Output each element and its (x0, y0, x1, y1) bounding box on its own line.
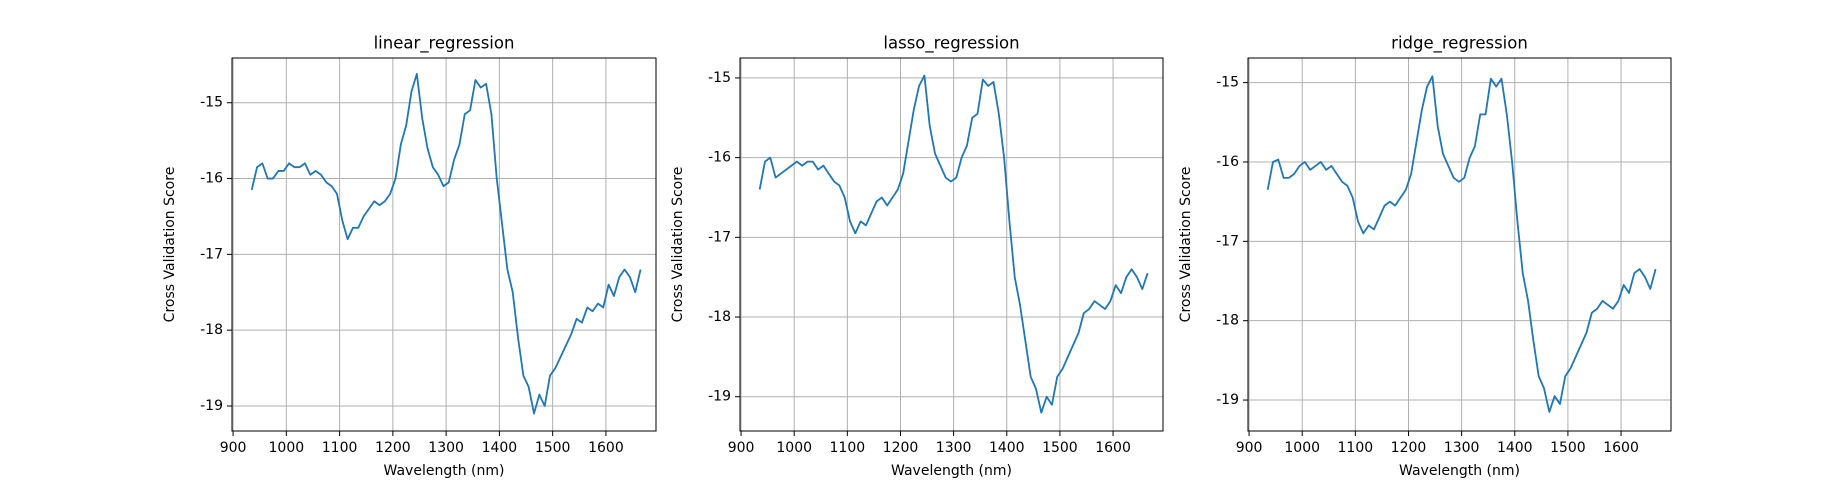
y-tick-label: -17 (200, 246, 223, 262)
y-tick-label: -19 (1216, 392, 1239, 408)
y-tick-label: -18 (1216, 313, 1239, 329)
y-tick-label: -17 (708, 229, 731, 245)
x-tick-label: 1600 (1095, 440, 1131, 456)
x-tick-label: 1300 (936, 440, 972, 456)
data-line (250, 73, 642, 415)
x-tick-label: 1300 (428, 440, 464, 456)
x-tick-label: 1000 (776, 440, 812, 456)
x-tick-label: 1300 (1444, 440, 1480, 456)
x-axis-label: Wavelength (nm) (891, 463, 1012, 479)
data-line (758, 74, 1149, 414)
x-tick-label: 1100 (1338, 440, 1374, 456)
subplot: linear_regression Wavelength (nm) Cross Va… (162, 34, 657, 479)
y-tick-label: -16 (1216, 154, 1239, 170)
x-tick-label: 1600 (1603, 440, 1639, 456)
subplot-title: lasso_regression (883, 34, 1019, 54)
x-axis-label: Wavelength (nm) (384, 463, 505, 479)
y-axis-label: Cross Validation Score (162, 167, 178, 323)
y-tick-label: -18 (708, 309, 731, 325)
x-tick-label: 1400 (989, 440, 1025, 456)
y-tick-label: -16 (708, 150, 731, 166)
plot-frame (739, 57, 1164, 432)
y-tick-label: -15 (200, 95, 223, 111)
x-tick-label: 1500 (1550, 440, 1586, 456)
y-tick-label: -18 (200, 322, 223, 338)
x-tick-label: 1200 (1391, 440, 1427, 456)
x-tick-label: 900 (220, 440, 247, 456)
x-tick-label: 1400 (1497, 440, 1533, 456)
x-tick-label: 1400 (482, 440, 518, 456)
subplot: ridge_regression Wavelength (nm) Cross Val… (1178, 34, 1672, 479)
y-tick-label: -19 (200, 398, 223, 414)
plot-frame (231, 57, 657, 432)
y-tick-label: -19 (708, 389, 731, 405)
y-axis-label: Cross Validation Score (670, 167, 686, 323)
y-tick-label: -15 (1216, 75, 1239, 91)
x-tick-label: 900 (1236, 440, 1263, 456)
x-tick-label: 1500 (1042, 440, 1078, 456)
y-tick-label: -16 (200, 171, 223, 187)
y-tick-label: -17 (1216, 233, 1239, 249)
x-tick-label: 1200 (375, 440, 411, 456)
x-tick-label: 1200 (883, 440, 919, 456)
plot-frame (1247, 57, 1672, 432)
data-line (1266, 75, 1657, 413)
subplot-title: ridge_regression (1391, 34, 1528, 54)
subplot: lasso_regression Wavelength (nm) Cross Val… (670, 34, 1164, 479)
x-tick-label: 1000 (269, 440, 305, 456)
x-tick-label: 1000 (1284, 440, 1320, 456)
x-tick-label: 1100 (830, 440, 866, 456)
x-tick-label: 1500 (535, 440, 571, 456)
x-axis-label: Wavelength (nm) (1399, 463, 1520, 479)
subplot-title: linear_regression (374, 34, 515, 54)
x-tick-label: 1600 (588, 440, 624, 456)
x-tick-label: 900 (728, 440, 755, 456)
y-axis-label: Cross Validation Score (1178, 167, 1194, 323)
y-tick-label: -15 (708, 70, 731, 86)
x-tick-label: 1100 (322, 440, 358, 456)
